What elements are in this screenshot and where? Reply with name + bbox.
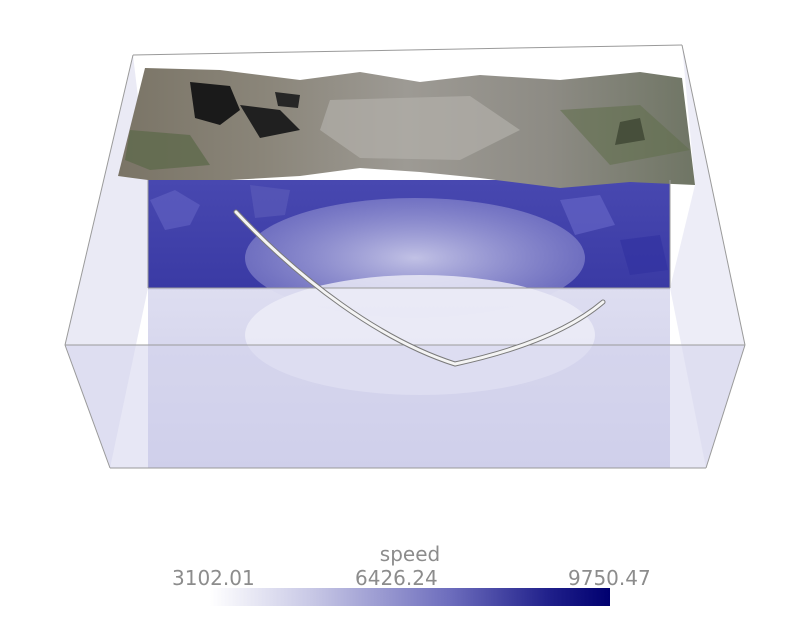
volume-bottom-face xyxy=(65,345,745,468)
colorbar-max-label: 9750.47 xyxy=(568,566,651,590)
3d-viewport[interactable] xyxy=(0,0,800,520)
colorbar-title: speed xyxy=(379,542,441,566)
ray-trajectory-highlight xyxy=(234,210,605,366)
colorbar-mid-label: 6426.24 xyxy=(355,566,438,590)
colorbar-min-label: 3102.01 xyxy=(172,566,255,590)
colorbar-gradient xyxy=(210,588,610,606)
terrain-surface xyxy=(118,68,695,188)
